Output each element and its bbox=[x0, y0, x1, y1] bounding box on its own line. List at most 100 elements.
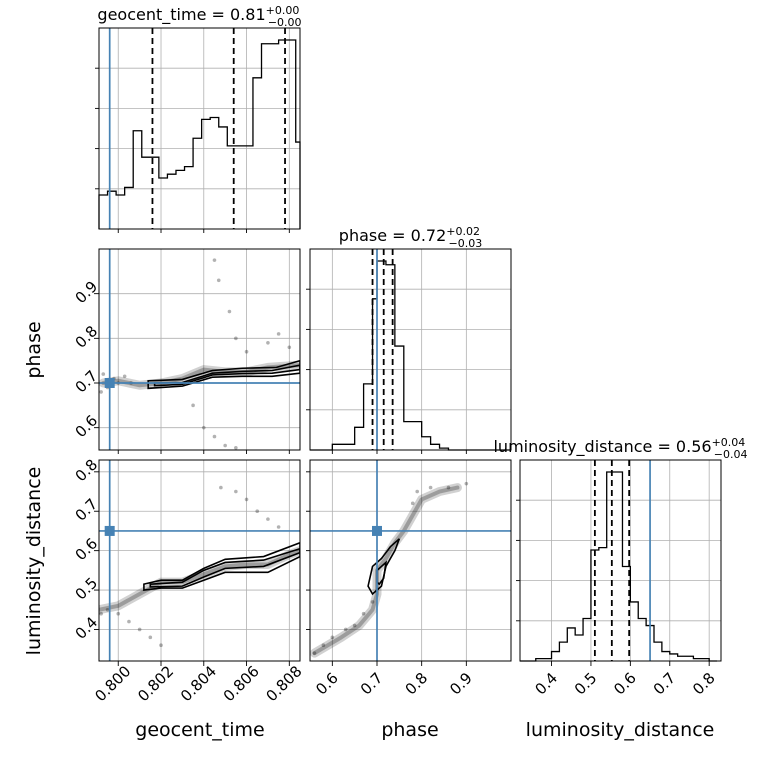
y-tick-label: 0.8 bbox=[72, 456, 102, 486]
sample-point bbox=[127, 619, 131, 624]
x-tick-label: 0.806 bbox=[220, 662, 263, 705]
panel-frame bbox=[519, 459, 722, 662]
scatter-panel-geocent_time-phase: 0.6 0.7 0.8 0.9 bbox=[72, 248, 301, 451]
sample-point bbox=[201, 425, 206, 430]
x-tick-label: 0.6 bbox=[312, 669, 342, 699]
sample-point bbox=[99, 390, 103, 394]
sample-point bbox=[105, 607, 110, 612]
sample-point bbox=[191, 403, 195, 408]
x-tick-label: 0.5 bbox=[571, 669, 601, 699]
y-axis-label-luminosity_distance: luminosity_distance bbox=[23, 467, 45, 656]
y-tick-label: 0.8 bbox=[72, 322, 102, 352]
scatter-panel-geocent_time-luminosity_distance: 0.4 0.5 0.6 0.7 0.8 bbox=[72, 456, 301, 662]
sample-point bbox=[122, 374, 127, 379]
sample-point bbox=[361, 611, 366, 616]
x-axis-label-phase: phase bbox=[381, 719, 438, 741]
density-band bbox=[310, 483, 462, 658]
sample-point bbox=[276, 332, 281, 336]
sample-point bbox=[330, 635, 335, 640]
sample-point bbox=[244, 497, 249, 502]
y-tick-label: 0.7 bbox=[72, 495, 102, 525]
x-tick-label: 0.808 bbox=[262, 662, 305, 705]
x-axis-label-luminosity_distance: luminosity_distance bbox=[526, 719, 715, 741]
sample-point bbox=[219, 485, 223, 490]
title-text: luminosity_distance = 0.56 bbox=[493, 437, 711, 457]
y-tick-label: 0.6 bbox=[72, 534, 102, 564]
y-tick-label: 0.9 bbox=[72, 277, 102, 307]
x-tick-label: 0.8 bbox=[402, 669, 432, 699]
x-tick-label: 0.8 bbox=[689, 669, 719, 699]
truth-marker bbox=[372, 525, 382, 536]
truth-marker bbox=[104, 525, 115, 536]
x-tick-label: 0.800 bbox=[91, 662, 134, 705]
title-text: phase = 0.72 bbox=[339, 226, 446, 245]
hist-panel-luminosity_distance: luminosity_distance = 0.56+0.04 −0.04 bbox=[493, 436, 748, 662]
panel-title-luminosity_distance: luminosity_distance = 0.56+0.04 −0.04 bbox=[493, 436, 747, 461]
sample-point bbox=[266, 341, 270, 345]
sample-point bbox=[266, 517, 270, 521]
contour-level bbox=[143, 541, 300, 591]
sample-point bbox=[101, 372, 106, 376]
x-tick-label: 0.4 bbox=[531, 669, 561, 699]
title-minus: −0.00 bbox=[268, 16, 302, 29]
sample-point bbox=[428, 485, 433, 490]
title-minus: −0.03 bbox=[448, 237, 482, 250]
panel-frame bbox=[98, 248, 301, 451]
contour-level bbox=[149, 547, 300, 588]
sample-point bbox=[137, 627, 142, 632]
sample-point bbox=[255, 509, 260, 514]
sample-point bbox=[99, 611, 103, 616]
x-tick-label: 0.804 bbox=[177, 662, 220, 705]
hist-panel-phase: phase = 0.72+0.02 −0.03 bbox=[306, 225, 512, 451]
title-plus: +0.00 bbox=[266, 4, 300, 17]
sample-point bbox=[343, 627, 348, 632]
x-tick-label: 0.9 bbox=[446, 669, 476, 699]
truth-marker bbox=[104, 378, 115, 388]
contour-level bbox=[153, 364, 300, 387]
x-tick-label: 0.802 bbox=[134, 662, 177, 705]
sample-point bbox=[276, 525, 281, 529]
sample-point bbox=[159, 643, 163, 648]
y-axis-label-phase: phase bbox=[23, 321, 45, 378]
density-core bbox=[99, 548, 300, 612]
sample-point bbox=[234, 489, 238, 494]
y-tick-label: 0.6 bbox=[72, 411, 102, 441]
contour-level bbox=[147, 359, 300, 390]
panel-content bbox=[99, 249, 300, 450]
density-band bbox=[99, 546, 300, 615]
sample-point bbox=[464, 481, 469, 486]
title-minus: −0.04 bbox=[714, 448, 748, 461]
panel-content bbox=[99, 460, 300, 661]
sample-point bbox=[370, 600, 375, 604]
y-tick-label: 0.5 bbox=[72, 574, 102, 604]
sample-point bbox=[212, 434, 217, 439]
scatter-panel-phase-luminosity_distance bbox=[306, 459, 512, 662]
panel-frame bbox=[98, 459, 301, 662]
sample-point bbox=[244, 349, 249, 354]
title-plus: +0.02 bbox=[446, 225, 480, 238]
sample-point bbox=[227, 309, 232, 314]
histogram-step-phase bbox=[310, 260, 511, 451]
title-text: geocent_time = 0.81 bbox=[97, 5, 265, 25]
x-axis-label-geocent_time: geocent_time bbox=[135, 719, 264, 741]
sample-point bbox=[234, 445, 238, 450]
sample-point bbox=[287, 345, 292, 350]
density-core bbox=[312, 485, 460, 656]
sample-point bbox=[321, 643, 326, 648]
panel-title-phase: phase = 0.72+0.02 −0.03 bbox=[339, 225, 482, 250]
panel-frame bbox=[309, 248, 512, 451]
panel-frame bbox=[309, 459, 512, 662]
panel-title-geocent_time: geocent_time = 0.81+0.00 −0.00 bbox=[97, 4, 301, 29]
x-tick-label: 0.7 bbox=[357, 669, 387, 699]
panel-frame bbox=[98, 27, 301, 230]
hist-panel-geocent_time: geocent_time = 0.81+0.00 −0.00 bbox=[95, 4, 302, 230]
x-tick-label: 0.7 bbox=[650, 669, 680, 699]
sample-point bbox=[148, 635, 153, 640]
sample-point bbox=[352, 623, 357, 628]
sample-point bbox=[116, 611, 121, 616]
sample-point bbox=[212, 258, 217, 262]
sample-point bbox=[216, 278, 221, 283]
title-plus: +0.04 bbox=[712, 436, 746, 449]
y-tick-label: 0.4 bbox=[72, 613, 102, 643]
